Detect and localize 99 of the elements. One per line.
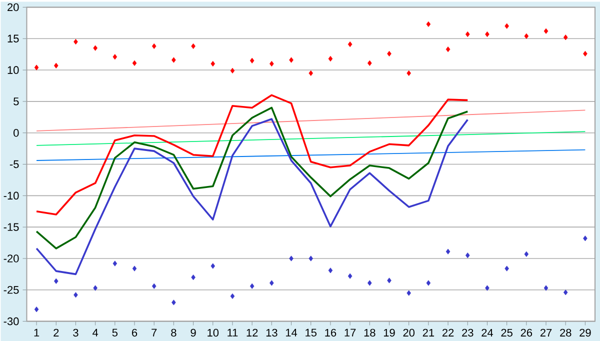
point (132, 60, 137, 66)
point (34, 64, 39, 70)
point (132, 266, 137, 272)
point (328, 267, 333, 274)
point (289, 57, 294, 63)
x-tick-label: 27 (540, 328, 552, 336)
point (465, 252, 470, 258)
point (387, 50, 392, 56)
point (112, 260, 118, 266)
x-tick-label: 3 (73, 328, 78, 336)
point (406, 70, 411, 76)
point (563, 289, 568, 296)
point (230, 68, 235, 74)
x-tick-label: 12 (246, 328, 258, 336)
point (54, 62, 58, 68)
x-tick-label: 29 (580, 328, 591, 336)
x-tick-label: 20 (403, 328, 415, 336)
x-tick-label: 15 (306, 328, 317, 336)
point (210, 263, 216, 269)
x-tick-label: 1 (34, 328, 40, 336)
point (172, 57, 176, 63)
x-tick-label: 26 (520, 328, 532, 336)
point (152, 283, 156, 289)
x-tick-label: 16 (325, 328, 336, 336)
point (465, 31, 470, 37)
y-tick-label: -15 (4, 223, 19, 231)
point (191, 43, 196, 49)
x-tick-label: 7 (152, 328, 157, 336)
line-series (36, 94, 469, 216)
x-tick-label: 17 (344, 328, 356, 336)
x-tick-label: 18 (364, 328, 376, 336)
x-tick-label: 22 (442, 328, 454, 336)
point (485, 285, 490, 291)
x-tick-label: 2 (54, 328, 59, 336)
point (93, 285, 98, 291)
point (504, 23, 509, 29)
point (524, 33, 529, 39)
point (172, 300, 176, 306)
y-tick-label: 0 (14, 128, 19, 137)
x-tick-label: 11 (228, 328, 238, 336)
point (348, 273, 352, 279)
point (308, 256, 314, 262)
point (250, 58, 254, 64)
point (54, 278, 58, 284)
point (446, 248, 450, 254)
point (250, 283, 254, 289)
y-tick-label: 10 (8, 66, 19, 74)
line-series (36, 106, 469, 250)
point (348, 41, 352, 47)
point (270, 280, 274, 286)
y-tick-label: 15 (8, 34, 19, 42)
point (152, 43, 156, 49)
point (74, 38, 78, 44)
point (191, 274, 196, 280)
x-tick-label: 25 (501, 328, 512, 336)
point (210, 60, 216, 66)
point (426, 280, 431, 286)
point (289, 256, 294, 262)
x-tick-label: 9 (190, 328, 196, 336)
y-tick-label: -5 (10, 160, 19, 168)
x-tick-label: 4 (92, 328, 98, 336)
point (368, 60, 372, 66)
x-tick-label: 14 (286, 328, 298, 336)
x-tick-label: 13 (266, 328, 278, 336)
line-series (36, 118, 469, 275)
point (426, 21, 431, 27)
point (524, 251, 529, 257)
point (308, 70, 314, 76)
x-tick-label: 10 (208, 328, 219, 336)
point (544, 28, 548, 34)
point (368, 280, 372, 286)
y-tick-label: -25 (4, 286, 19, 294)
point (563, 34, 568, 40)
x-tick-label: 21 (422, 328, 434, 336)
x-tick-label: 5 (112, 328, 118, 336)
point (504, 266, 509, 272)
point (328, 56, 333, 62)
y-tick-label: -30 (4, 317, 19, 326)
point (387, 278, 392, 284)
point (93, 45, 98, 51)
point (446, 46, 450, 52)
y-tick-label: -20 (4, 254, 19, 262)
x-tick-label: 8 (171, 328, 176, 336)
point (485, 31, 490, 37)
y-tick-label: 20 (8, 3, 19, 11)
point (406, 290, 411, 296)
point (112, 54, 118, 60)
x-tick-label: 23 (462, 328, 474, 336)
point (583, 50, 588, 56)
point (270, 60, 274, 66)
point (544, 285, 548, 291)
x-tick-label: 28 (560, 328, 572, 336)
x-tick-label: 19 (384, 328, 395, 336)
y-tick-label: -10 (4, 192, 19, 200)
y-tick-label: 5 (14, 97, 19, 106)
point (34, 306, 39, 312)
point (230, 293, 235, 299)
x-tick-label: 24 (482, 328, 494, 336)
x-tick-label: 6 (132, 328, 138, 336)
